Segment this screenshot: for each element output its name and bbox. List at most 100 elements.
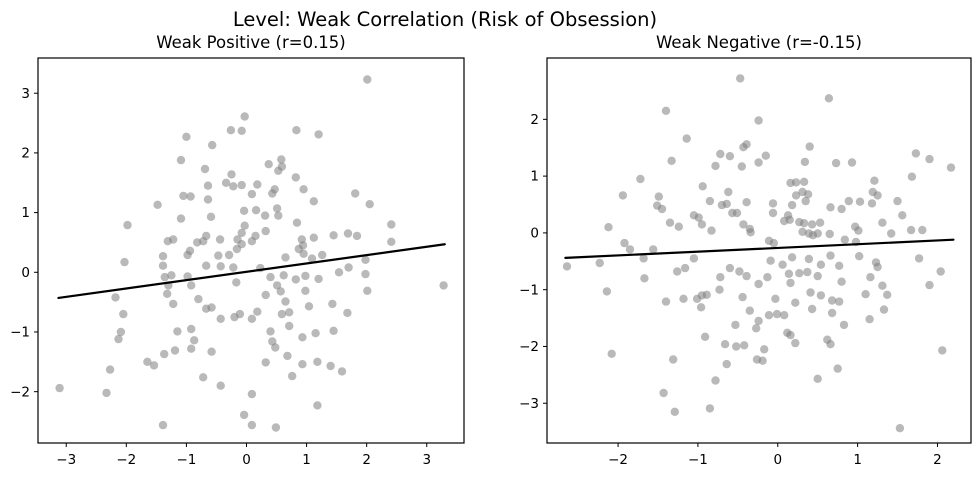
scatter-point bbox=[239, 410, 249, 420]
scatter-point bbox=[799, 219, 809, 228]
scatter-point bbox=[855, 197, 865, 206]
scatter-point bbox=[143, 357, 152, 366]
scatter-point bbox=[824, 94, 834, 103]
scatter-point bbox=[938, 346, 947, 355]
scatter-point bbox=[562, 262, 572, 271]
scatter-point bbox=[229, 263, 238, 272]
scatter-point bbox=[795, 269, 804, 278]
scatter-point bbox=[831, 158, 841, 168]
scatter-point bbox=[840, 235, 849, 244]
scatter-point bbox=[158, 261, 168, 270]
scatter-point bbox=[813, 374, 822, 383]
scatter-point bbox=[187, 281, 196, 290]
y-tick-label: −2 bbox=[519, 339, 539, 355]
scatter-point bbox=[314, 130, 323, 139]
x-tick-label: 2 bbox=[933, 452, 942, 468]
scatter-point bbox=[237, 126, 246, 135]
scatter-point bbox=[682, 134, 691, 143]
scatter-point bbox=[604, 223, 613, 232]
scatter-point bbox=[187, 344, 196, 353]
scatter-point bbox=[292, 218, 302, 227]
scatter-point bbox=[878, 281, 887, 290]
scatter-point bbox=[153, 200, 162, 209]
scatter-point bbox=[240, 221, 249, 230]
x-tick-label: 0 bbox=[242, 452, 251, 468]
scatter-point bbox=[907, 172, 917, 181]
y-tick-label: 1 bbox=[530, 169, 539, 185]
scatter-point bbox=[187, 324, 196, 334]
scatter-point bbox=[844, 196, 853, 206]
scatter-point bbox=[873, 191, 882, 200]
scatter-point bbox=[170, 346, 180, 355]
scatter-point bbox=[363, 75, 372, 84]
scatter-point bbox=[266, 272, 275, 282]
scatter-point bbox=[176, 214, 186, 223]
scatter-point bbox=[715, 285, 724, 294]
scatter-point bbox=[114, 334, 123, 344]
scatter-point bbox=[291, 275, 300, 284]
scatter-point bbox=[697, 220, 707, 229]
scatter-point bbox=[807, 304, 817, 314]
scatter-point bbox=[785, 215, 794, 224]
scatter-point bbox=[260, 211, 270, 220]
x-tick-label: −1 bbox=[176, 452, 196, 468]
scatter-point bbox=[116, 327, 126, 337]
scatter-point bbox=[158, 420, 168, 430]
scatter-point bbox=[279, 271, 288, 280]
scatter-point bbox=[661, 106, 671, 116]
scatter-point bbox=[914, 254, 924, 263]
scatter-point bbox=[866, 273, 875, 282]
scatter-point bbox=[343, 229, 353, 238]
scatter-point bbox=[861, 290, 870, 299]
scatter-point bbox=[833, 364, 842, 373]
scatter-point bbox=[826, 340, 835, 349]
scatter-point bbox=[893, 196, 902, 206]
scatter-point bbox=[307, 254, 317, 263]
x-tick-label: −2 bbox=[608, 452, 628, 468]
scatter-point bbox=[803, 267, 812, 277]
scatter-point bbox=[674, 222, 683, 231]
scatter-point bbox=[292, 126, 301, 135]
x-tick-label: 3 bbox=[422, 452, 431, 468]
scatter-point bbox=[936, 267, 945, 276]
scatter-point bbox=[855, 252, 864, 261]
scatter-point bbox=[105, 365, 115, 374]
scatter-point bbox=[865, 315, 874, 324]
scatter-point bbox=[311, 329, 320, 338]
scatter-point bbox=[102, 388, 111, 398]
scatter-point bbox=[640, 274, 649, 283]
scatter-point bbox=[835, 297, 844, 306]
scatter-point bbox=[251, 206, 261, 215]
scatter-point bbox=[239, 206, 249, 215]
scatter-point bbox=[754, 158, 763, 167]
scatter-point bbox=[277, 309, 287, 319]
scatter-point bbox=[298, 360, 307, 369]
scatter-point bbox=[758, 356, 767, 365]
scatter-point bbox=[694, 213, 703, 222]
scatter-point bbox=[309, 197, 318, 206]
scatter-point bbox=[203, 181, 213, 190]
scatter-point bbox=[800, 157, 810, 167]
scatter-point bbox=[439, 281, 448, 290]
scatter-point bbox=[803, 190, 813, 199]
scatter-point bbox=[746, 228, 755, 237]
scatter-point bbox=[805, 142, 814, 151]
scatter-point bbox=[786, 330, 795, 340]
y-tick-label: 1 bbox=[21, 205, 30, 221]
axes-frame bbox=[546, 57, 972, 444]
scatter-point bbox=[281, 297, 290, 306]
scatter-point bbox=[780, 311, 789, 320]
scatter-point bbox=[724, 187, 733, 197]
scatter-point bbox=[261, 358, 270, 367]
scatter-point bbox=[329, 231, 338, 240]
scatter-point bbox=[618, 191, 628, 200]
scatter-point bbox=[224, 250, 234, 260]
scatter-point bbox=[214, 251, 223, 260]
scatter-point bbox=[387, 237, 396, 246]
scatter-point bbox=[791, 191, 801, 200]
scatter-point bbox=[291, 173, 300, 182]
scatter-point bbox=[235, 309, 245, 319]
scatter-point bbox=[787, 253, 797, 262]
scatter-point bbox=[301, 286, 310, 295]
